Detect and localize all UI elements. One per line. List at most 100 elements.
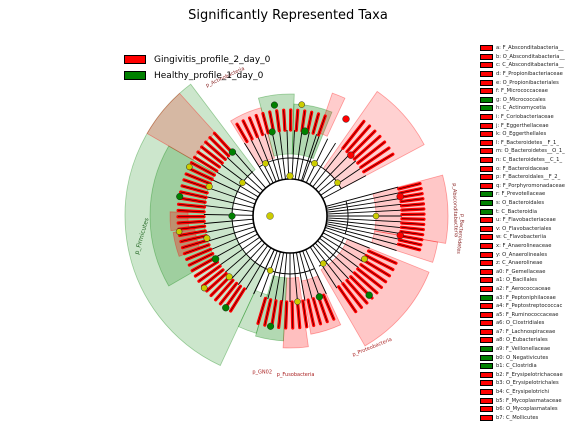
taxa-label: q: F_Porphyromonadaceae [496, 182, 565, 189]
branch [317, 240, 355, 274]
taxa-legend-item: b6: O_Mycoplasmatales [480, 405, 576, 414]
taxa-swatch [480, 139, 493, 146]
leaf-bar-outline [230, 288, 245, 312]
leaf-bar-outline [182, 185, 208, 194]
taxa-legend-item: t: C_Bacteroidia [480, 207, 576, 216]
taxa-legend-item: a7: F_Lachnospiraceae [480, 328, 576, 337]
group-label: Gingivitis_profile_2_day_0 [154, 54, 271, 65]
leaf-bar-outline [366, 255, 394, 270]
phylum-label: p_Bacteroidetes [455, 214, 465, 255]
branch [282, 252, 288, 302]
taxa-label: y: O_Anaerolineales [496, 251, 548, 258]
taxon-node [200, 284, 208, 292]
branch [326, 198, 401, 211]
branch [314, 242, 349, 280]
branch [325, 186, 399, 207]
taxon-node [262, 160, 269, 167]
taxa-legend-item: w: C_Flavobacteriia [480, 233, 576, 242]
taxa-label: a5: F_Ruminococcaceae [496, 311, 559, 318]
taxon-node [222, 304, 230, 312]
taxon-node [203, 234, 211, 242]
clade-shading [257, 93, 295, 157]
leaf-bar-outline [198, 265, 221, 282]
taxon-node [266, 267, 274, 274]
leaf-bar-outline [363, 260, 390, 276]
taxa-label: x: F_Anaerolineaceae [496, 242, 552, 249]
taxa-swatch [480, 320, 493, 327]
branch [325, 225, 399, 246]
group-swatch [124, 55, 146, 64]
taxa-legend-item: a4: F_Peptostreptococcac [480, 302, 576, 311]
taxa-swatch [480, 371, 493, 378]
taxon-node [365, 291, 373, 299]
taxon-node [268, 128, 276, 136]
branch [320, 167, 362, 196]
leaf-bar-outline [184, 244, 210, 254]
taxa-label: b5: F_Mycoplasmataceae [496, 397, 562, 404]
taxa-swatch [480, 131, 493, 138]
taxa-swatch [480, 165, 493, 172]
leaf-bar-outline [338, 286, 356, 312]
taxon-node [270, 101, 278, 109]
leaf-bar-outline [313, 298, 321, 324]
taxa-label: k: O_Eggerthellales [496, 131, 547, 138]
taxa-legend-item: s: O_Bacteroidales [480, 199, 576, 208]
taxa-label: g: O_Micrococcales [496, 96, 546, 103]
taxa-legend-item: a8: O_Eubacteriales [480, 336, 576, 345]
taxa-swatch [480, 71, 493, 78]
leaf-bar-outline [257, 298, 266, 324]
branch [221, 163, 261, 195]
leaf-bar-outline [276, 110, 280, 131]
taxa-swatch [480, 208, 493, 215]
branch [294, 130, 303, 180]
taxon-node [396, 192, 405, 201]
leaf-bar-outline [296, 110, 299, 131]
taxa-label: h: C_Actinomycetia [496, 105, 546, 112]
leaf-bar-outline [249, 117, 258, 137]
taxa-swatch [480, 114, 493, 121]
taxon-node [176, 193, 184, 201]
leaf-bar-outline [201, 146, 223, 164]
taxon-node [320, 260, 327, 267]
leaf-bar-outline [297, 301, 301, 328]
phylum-label: p_Fusobacteria [277, 372, 315, 378]
branch [210, 230, 257, 251]
root-ring [252, 178, 328, 254]
taxa-label: z: C_Anaerolineae [496, 260, 543, 267]
leaf-bar-outline [312, 113, 319, 134]
taxa-swatch [480, 337, 493, 344]
taxa-label: b: O_Absconditabacteria__ [496, 53, 565, 60]
branch [214, 233, 258, 259]
taxa-legend-item: b4: C_Erysipelotrichi [480, 388, 576, 397]
taxa-label: a0: F_Gemellaceae [496, 268, 546, 275]
branch [305, 249, 327, 295]
taxa-swatch [480, 182, 493, 189]
leaf-bar-outline [291, 301, 293, 328]
branch [326, 221, 401, 234]
leaf-bar-outline [285, 301, 287, 328]
group-legend-item: Gingivitis_profile_2_day_0 [124, 52, 270, 67]
taxon-node [225, 273, 233, 281]
leaf-bar-outline [192, 257, 216, 271]
clade-shading [282, 276, 309, 349]
branch [264, 133, 280, 181]
phylum-label: p_Absconditabacteria [451, 183, 459, 237]
taxon-node [175, 228, 183, 235]
leaf-bar-outline [262, 113, 269, 133]
branch [326, 219, 402, 229]
taxon-node [211, 255, 220, 263]
branch [286, 130, 290, 180]
taxa-legend-item: a2: F_Aerococcaceae [480, 285, 576, 294]
taxa-label: a4: F_Peptostreptococcac [496, 303, 563, 310]
branch [295, 252, 306, 301]
phylum-label: p_GN02 [252, 370, 272, 376]
leaf-bar-outline [307, 112, 312, 132]
branch [326, 203, 402, 213]
group-legend: Gingivitis_profile_2_day_0 Healthy_profil… [124, 52, 270, 84]
leaf-bar-outline [398, 183, 421, 190]
leaf-bar-outline [357, 141, 385, 164]
branch [326, 223, 400, 240]
taxon-node [186, 163, 193, 171]
branch [326, 217, 402, 223]
